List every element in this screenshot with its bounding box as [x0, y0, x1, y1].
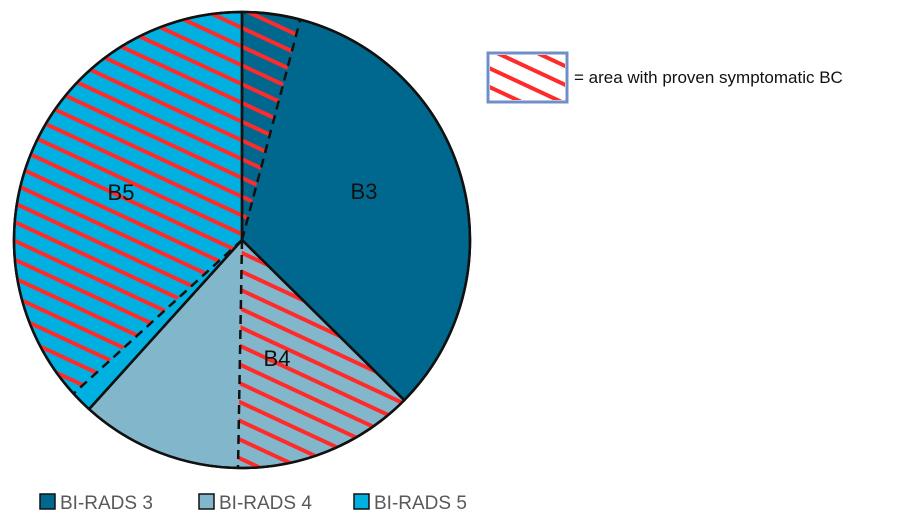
- hatch-b3: [242, 11, 301, 240]
- hatch-key-fill: [490, 55, 565, 100]
- hatch-divider-b3: [240, 19, 302, 241]
- legend-swatch-bi-rads-3: [39, 493, 56, 510]
- slice-boundary: [241, 239, 406, 402]
- slice-boundary: [88, 239, 243, 410]
- legend: BI-RADS 3 BI-RADS 4 BI-RADS 5: [39, 493, 467, 514]
- hatch-b5: [13, 12, 243, 394]
- legend-swatch-bi-rads-5: [353, 493, 370, 510]
- hatch-key: = area with proven symptomatic BC: [486, 51, 843, 104]
- hatch-divider-b5: [72, 239, 243, 395]
- legend-label-bi-rads-4: BI-RADS 4: [219, 493, 312, 514]
- slice-label-b5: B5: [108, 180, 135, 205]
- hatch-key-text: = area with proven symptomatic BC: [574, 68, 843, 87]
- legend-swatch-bi-rads-4: [198, 493, 215, 510]
- legend-label-bi-rads-5: BI-RADS 5: [374, 493, 467, 514]
- hatch-overlays: [13, 11, 405, 468]
- slice-label-b3: B3: [351, 179, 378, 204]
- legend-label-bi-rads-3: BI-RADS 3: [60, 493, 153, 514]
- hatch-divider-b4: [236, 239, 244, 468]
- hatch-b4: [238, 240, 405, 468]
- slice-label-b4: B4: [264, 346, 291, 371]
- pie-outline: [12, 10, 472, 470]
- slice-dividers: [12, 10, 472, 470]
- slice-labels: B3 B4 B5: [108, 179, 378, 371]
